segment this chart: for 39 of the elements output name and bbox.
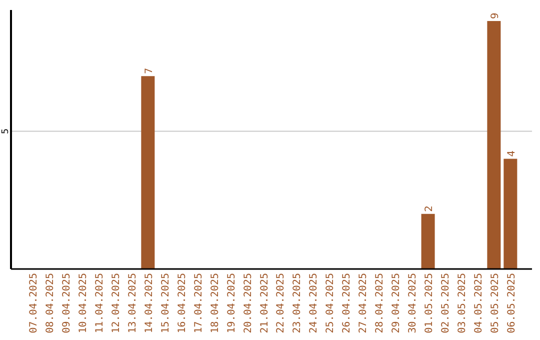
x-tick-label: 14.04.2025: [144, 273, 155, 334]
x-tick-label: 02.05.2025: [440, 273, 452, 334]
x-tick-label: 07.04.2025: [28, 273, 40, 334]
x-tick-label: 20.04.2025: [242, 273, 254, 334]
x-tick-label: 18.04.2025: [210, 273, 221, 334]
bar: [421, 214, 435, 269]
x-tick-label: 11.04.2025: [94, 273, 106, 334]
x-tick-label: 28.04.2025: [374, 273, 386, 334]
x-tick-label: 30.04.2025: [408, 273, 419, 334]
x-tick-label: 23.04.2025: [292, 273, 304, 334]
bar: [141, 76, 155, 269]
x-tick-label: 15.04.2025: [160, 273, 172, 334]
x-tick-label: 08.04.2025: [45, 273, 56, 334]
y-tick-label: 5: [1, 128, 11, 134]
data-label: 2: [424, 206, 436, 212]
x-tick-label: 12.04.2025: [110, 273, 122, 334]
x-tick-label: 10.04.2025: [78, 273, 90, 334]
x-tick-label: 26.04.2025: [342, 273, 353, 334]
x-tick-label: 16.04.2025: [176, 273, 188, 334]
data-label: 4: [506, 150, 518, 157]
x-tick-label: 01.05.2025: [424, 273, 436, 334]
x-tick-label: 05.05.2025: [490, 273, 501, 334]
x-tick-label: 24.04.2025: [308, 273, 320, 334]
x-tick-label: 17.04.2025: [193, 273, 204, 334]
x-tick-label: 06.05.2025: [506, 273, 518, 334]
x-tick-label: 27.04.2025: [358, 273, 370, 334]
x-tick-label: 21.04.2025: [259, 273, 270, 334]
data-label: 7: [144, 68, 155, 74]
data-label: 9: [490, 12, 501, 20]
x-tick-label: 22.04.2025: [276, 273, 287, 334]
x-tick-label: 19.04.2025: [226, 273, 238, 334]
x-tick-label: 04.05.2025: [473, 273, 484, 334]
bar: [504, 158, 518, 269]
bar: [487, 21, 501, 269]
x-tick-label: 13.04.2025: [127, 273, 138, 334]
x-tick-label: 25.04.2025: [325, 273, 336, 334]
x-tick-label: 29.04.2025: [391, 273, 402, 334]
x-tick-label: 03.05.2025: [456, 273, 468, 334]
x-tick-label: 09.04.2025: [62, 273, 73, 334]
